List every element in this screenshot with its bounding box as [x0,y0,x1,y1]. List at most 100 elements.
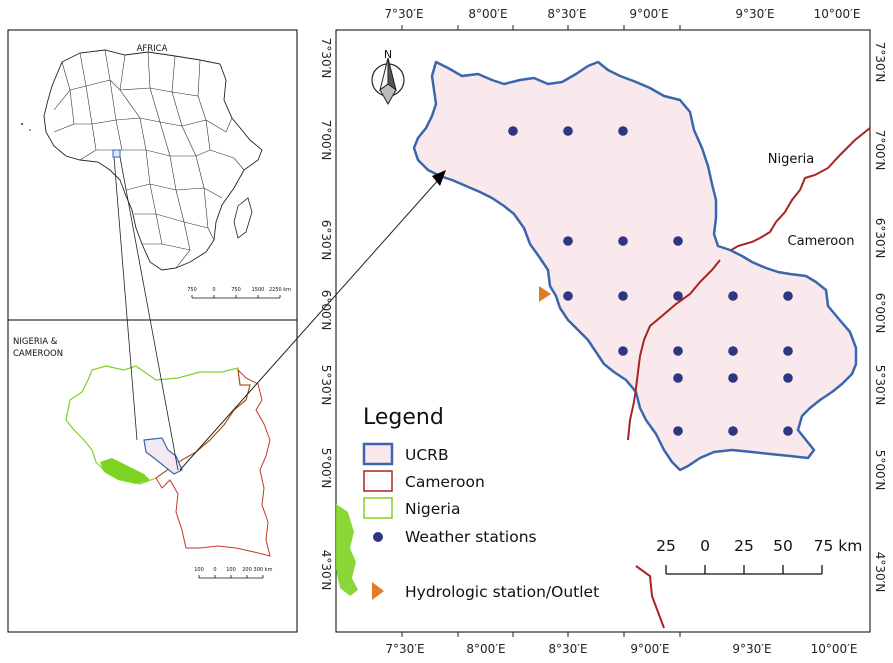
main-scale-bar: 25 0 25 50 75 km [656,537,863,575]
bottom-lon-label: 8°30′E [548,642,587,656]
madagascar-outline [233,197,253,239]
legend-label-nigeria: Nigeria [405,500,460,518]
national-border-lower [627,259,721,441]
main-map-frame [335,29,871,633]
legend-label-weather-stations: Weather stations [405,528,537,546]
left-lat-label: 6°00′N [319,290,333,331]
nigeria-cameroon-scale-tick: 100 [226,567,236,573]
top-lon-label: 7°30′E [384,7,423,21]
left-lat-label: 7°30′N [319,38,333,79]
legend-label-outlet: Hydrologic station/Outlet [405,583,599,601]
africa-scale-tick: 750 [187,287,197,293]
map-legend: Legend UCRB Cameroon Nigeria Weather sta… [362,405,599,601]
main-scale-tick: 25 [656,537,676,555]
weather-station [783,291,793,301]
legend-title: Legend [363,405,444,430]
africa-scale-tick: 0 [212,287,215,293]
bottom-lon-label: 8°00′E [466,642,505,656]
left-lat-label: 5°00′N [319,448,333,489]
north-label: N [384,48,392,61]
main-scale-tick: 0 [700,537,710,555]
africa-country-borders [53,49,245,269]
national-border-upper [719,127,871,261]
hydrologic-outlet-icon [539,286,551,302]
arrow-head-icon [432,170,446,186]
weather-station [618,126,628,136]
graticule-ticks [401,25,681,637]
left-lat-label: 7°00′N [319,120,333,161]
weather-station [618,291,628,301]
weather-station [618,236,628,246]
inset-basin-outline [143,437,183,475]
right-lat-label: 4°30′N [873,552,887,593]
left-lat-label: 5°30′N [319,365,333,406]
bottom-lon-label: 10°00′E [811,642,858,656]
nigeria-cameroon-scale-bar: 100 0 100 200 300 km [194,567,273,579]
weather-station [728,346,738,356]
legend-label-ucrb: UCRB [405,446,449,464]
nigeria-outline [65,365,251,485]
nigeria-cameroon-scale-tick: 100 [194,567,204,573]
ucrb-basin-polygon [412,60,858,472]
weather-station [618,346,628,356]
weather-station [508,126,518,136]
africa-basin-marker [112,149,121,158]
right-lat-label: 6°00′N [873,293,887,334]
weather-station [563,291,573,301]
nigeria-cameroon-title-line-1: NIGERIA & [13,337,58,347]
main-scale-tick: 50 [773,537,793,555]
national-border-bottom [635,565,665,629]
top-lon-label: 9°30′E [735,7,774,21]
africa-scale-tick: 1500 [252,287,265,293]
zoom-arrow [179,170,446,471]
legend-label-cameroon: Cameroon [405,473,485,491]
weather-station [783,346,793,356]
bottom-lon-label: 7°30′E [385,642,424,656]
weather-station [563,126,573,136]
nigeria-coast-patch [336,504,358,596]
north-arrow-icon [371,57,405,106]
right-lat-label: 5°30′N [873,365,887,406]
legend-swatch-weather-station [373,532,383,542]
right-lat-label: 5°00′N [873,450,887,491]
nigeria-cameroon-scale-tick: 300 km [254,567,273,573]
weather-station [673,346,683,356]
top-lon-label: 8°00′E [468,7,507,21]
bottom-lon-label: 9°00′E [630,642,669,656]
top-lon-label: 8°30′E [547,7,586,21]
right-lat-label: 6°30′N [873,218,887,259]
main-map: 7°30′E 8°00′E 8°30′E 9°00′E 9°30′E 10°00… [319,7,887,656]
main-scale-tick: 75 km [814,537,863,555]
africa-inset: AFRICA [7,29,298,321]
cameroon-outline [155,368,271,557]
africa-scale-bar: 750 0 750 1500 2250 km [187,287,291,299]
nigeria-cameroon-inset-frame [7,319,298,633]
island-dot [21,123,23,125]
weather-station [673,236,683,246]
nigeria-cameroon-title-line-2: CAMEROON [13,349,63,359]
weather-station [673,426,683,436]
weather-station [728,291,738,301]
main-scale-tick: 25 [734,537,754,555]
nigeria-coast-fill [100,458,150,484]
weather-station [783,373,793,383]
nigeria-cameroon-scale-tick: 200 [242,567,252,573]
weather-station [673,373,683,383]
legend-swatch-nigeria [363,497,393,519]
top-lon-label: 10°00′E [814,7,861,21]
legend-swatch-outlet [372,582,384,600]
zoom-connector-line [113,156,138,441]
left-lat-label: 6°30′N [319,220,333,261]
nigeria-cameroon-inset: NIGERIA & CAMEROON 100 0 100 200 300 km [7,319,298,633]
weather-station [563,236,573,246]
bottom-lon-label: 9°30′E [732,642,771,656]
nigeria-cameroon-scale-tick: 0 [213,567,216,573]
island-dot [29,129,31,131]
cameroon-label: Cameroon [788,234,855,249]
weather-station [728,373,738,383]
legend-swatch-cameroon [363,470,393,492]
africa-scale-tick: 2250 km [269,287,291,293]
weather-station [673,291,683,301]
africa-scale-tick: 750 [231,287,241,293]
